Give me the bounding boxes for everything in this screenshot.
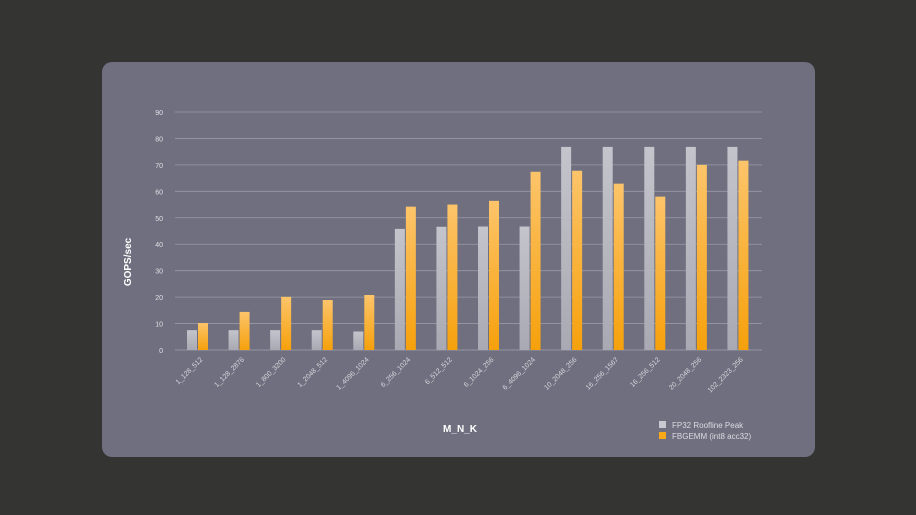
x-tick-label: 20_2048_256: [668, 356, 703, 391]
fbgemm-bar: [738, 160, 749, 350]
fp32-bar: [394, 228, 405, 350]
legend-swatch-fbgemm: [659, 432, 666, 439]
chart-panel: [102, 62, 815, 457]
y-tick-label: 0: [159, 348, 163, 355]
fbgemm-bar: [489, 200, 499, 350]
x-tick-label: 1_128_2876: [214, 356, 247, 389]
fbgemm-bar: [239, 311, 250, 350]
x-tick-label: 1_4096_1024: [335, 356, 370, 391]
x-tick-label: 16_256_512: [629, 356, 662, 389]
fp32-bar: [353, 331, 364, 350]
fbgemm-bar: [530, 171, 541, 350]
x-tick-label: 16_256_1567: [585, 356, 620, 391]
fp32-bar: [270, 330, 281, 350]
x-tick-label: 1_800_3200: [255, 356, 288, 389]
fp32-bar: [436, 226, 447, 350]
fp32-bar: [519, 226, 530, 350]
x-tick-label: 6_1024_256: [463, 356, 496, 389]
legend: FP32 Roofline Peak FBGEMM (int8 acc32): [659, 421, 751, 441]
fp32-bar: [644, 146, 655, 350]
fp32-bar: [228, 330, 239, 350]
y-tick-label: 70: [155, 163, 163, 170]
fbgemm-bar: [364, 294, 375, 350]
x-tick-label: 1_128_512: [175, 356, 205, 386]
y-tick-label: 60: [155, 189, 163, 196]
x-tick-label: 1_2048_512: [297, 356, 330, 389]
x-tick-label: 102_2323_256: [707, 356, 745, 394]
x-tick-label: 6_256_1024: [380, 356, 413, 389]
x-axis-label: M_N_K: [443, 424, 478, 435]
fbgemm-bar: [405, 206, 416, 350]
legend-swatch-fp32: [659, 421, 666, 428]
y-tick-label: 50: [155, 216, 163, 223]
fp32-bar: [478, 226, 488, 350]
fbgemm-bar: [613, 183, 624, 350]
y-axis-label: GOPS/sec: [123, 237, 134, 286]
x-tick-label: 10_2048_256: [543, 356, 578, 391]
fp32-bar: [727, 146, 738, 350]
fbgemm-bar: [447, 204, 458, 350]
y-tick-label: 20: [155, 295, 163, 302]
fbgemm-bar: [655, 196, 666, 350]
y-tick-label: 10: [155, 322, 163, 329]
fp32-bar: [311, 330, 322, 350]
fp32-bar: [685, 146, 696, 350]
fbgemm-bar: [281, 296, 292, 350]
x-tick-label: 6_512_512: [424, 356, 454, 386]
legend-label-fbgemm: FBGEMM (int8 acc32): [672, 432, 751, 441]
fbgemm-bar: [322, 300, 333, 350]
fbgemm-bar: [696, 164, 707, 350]
y-tick-label: 40: [155, 242, 163, 249]
fbgemm-bar: [572, 170, 583, 350]
fp32-bar: [561, 146, 572, 350]
fp32-bar: [187, 330, 197, 350]
fbgemm-bar: [198, 323, 208, 350]
x-tick-label: 6_4096_1024: [502, 356, 537, 391]
fp32-bar: [602, 146, 613, 350]
legend-label-fp32: FP32 Roofline Peak: [672, 421, 744, 430]
y-tick-label: 30: [155, 269, 163, 276]
y-tick-label: 80: [155, 136, 163, 143]
y-tick-label: 90: [155, 110, 163, 117]
